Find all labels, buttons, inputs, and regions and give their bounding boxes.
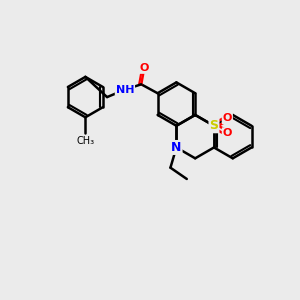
Text: NH: NH [116,85,134,95]
Text: O: O [223,128,232,138]
Text: N: N [171,141,182,154]
Text: CH₃: CH₃ [76,136,94,146]
Text: O: O [223,113,232,123]
Text: O: O [140,63,149,73]
Text: S: S [209,119,218,132]
